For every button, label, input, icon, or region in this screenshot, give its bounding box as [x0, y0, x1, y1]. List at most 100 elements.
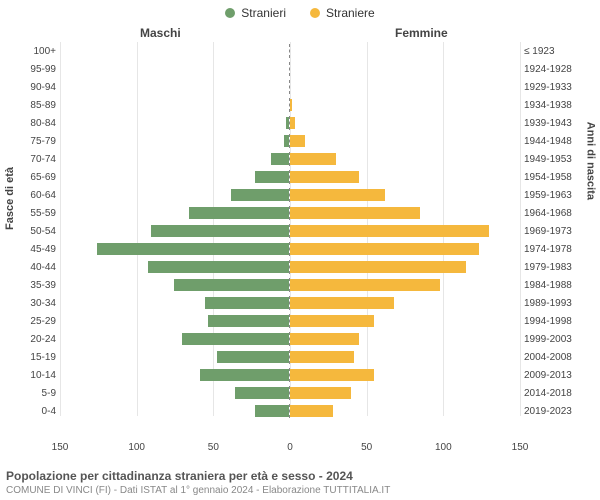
female-bar: [290, 387, 351, 399]
female-bar: [290, 315, 374, 327]
female-side: [290, 404, 520, 418]
female-bar: [290, 405, 333, 417]
birth-label: 1999-2003: [520, 334, 592, 345]
chart-footer: Popolazione per cittadinanza straniera p…: [6, 469, 390, 496]
female-side: [290, 386, 520, 400]
male-bar: [208, 315, 289, 327]
age-label: 65-69: [0, 172, 60, 183]
male-bar: [286, 117, 289, 129]
male-bar: [284, 135, 289, 147]
birth-label: 1954-1958: [520, 172, 592, 183]
female-side: [290, 170, 520, 184]
birth-label: 1994-1998: [520, 316, 592, 327]
pyramid-row: 50-54 1969-1973: [0, 222, 600, 240]
pyramid-row: 95-99 1924-1928: [0, 60, 600, 78]
pyramid-row: 35-391984-1988: [0, 276, 600, 294]
x-tick: 100: [435, 442, 452, 453]
female-side: [290, 278, 520, 292]
birth-label: 1984-1988: [520, 280, 592, 291]
female-bar: [290, 279, 440, 291]
female-side: [290, 260, 520, 274]
male-bar: [205, 297, 289, 309]
age-label: 45-49: [0, 244, 60, 255]
x-tick: 50: [361, 442, 372, 453]
pyramid-row: 65-69 1954-1958: [0, 168, 600, 186]
male-bar: [235, 387, 289, 399]
age-label: 95-99: [0, 64, 60, 75]
male-bar: [151, 225, 289, 237]
pyramid-row: 85-891934-1938: [0, 96, 600, 114]
pyramid-row: 0-4 2019-2023: [0, 402, 600, 420]
age-label: 10-14: [0, 370, 60, 381]
pyramid-row: 70-741949-1953: [0, 150, 600, 168]
footer-title: Popolazione per cittadinanza straniera p…: [6, 469, 390, 483]
female-side: [290, 350, 520, 364]
female-side: [290, 152, 520, 166]
female-bar: [290, 189, 385, 201]
birth-label: 1969-1973: [520, 226, 592, 237]
col-male: Maschi: [140, 26, 181, 40]
male-bar: [189, 207, 289, 219]
male-bar: [255, 405, 289, 417]
male-side: [60, 224, 290, 238]
female-side: [290, 296, 520, 310]
male-bar: [255, 171, 289, 183]
legend-male: Stranieri: [225, 6, 286, 20]
legend-female-label: Straniere: [326, 6, 375, 20]
x-tick: 0: [287, 442, 293, 453]
female-side: [290, 314, 520, 328]
male-side: [60, 188, 290, 202]
birth-label: 2019-2023: [520, 406, 592, 417]
male-side: [60, 386, 290, 400]
birth-label: 1949-1953: [520, 154, 592, 165]
legend: Stranieri Straniere: [0, 0, 600, 20]
male-bar: [97, 243, 289, 255]
female-bar: [290, 99, 292, 111]
male-side: [60, 404, 290, 418]
birth-label: 2009-2013: [520, 370, 592, 381]
male-bar: [200, 369, 289, 381]
female-bar: [290, 225, 489, 237]
age-label: 40-44: [0, 262, 60, 273]
female-bar: [290, 351, 354, 363]
male-side: [60, 260, 290, 274]
birth-label: 1944-1948: [520, 136, 592, 147]
female-side: [290, 224, 520, 238]
male-bar: [217, 351, 289, 363]
birth-label: 1979-1983: [520, 262, 592, 273]
male-side: [60, 152, 290, 166]
age-label: 25-29: [0, 316, 60, 327]
male-side: [60, 44, 290, 58]
female-side: [290, 62, 520, 76]
female-side: [290, 80, 520, 94]
pyramid-row: 30-341989-1993: [0, 294, 600, 312]
birth-label: 2004-2008: [520, 352, 592, 363]
pyramid-row: 100+≤ 1923: [0, 42, 600, 60]
pyramid-row: 60-641959-1963: [0, 186, 600, 204]
age-label: 30-34: [0, 298, 60, 309]
male-bar: [148, 261, 289, 273]
female-side: [290, 134, 520, 148]
pyramid-row: 20-24 1999-2003: [0, 330, 600, 348]
age-label: 90-94: [0, 82, 60, 93]
male-side: [60, 242, 290, 256]
legend-male-label: Stranieri: [241, 6, 286, 20]
male-bar: [174, 279, 289, 291]
age-label: 15-19: [0, 352, 60, 363]
male-bar: [182, 333, 289, 345]
birth-label: 1924-1928: [520, 64, 592, 75]
female-side: [290, 206, 520, 220]
female-side: [290, 116, 520, 130]
pyramid-row: 90-941929-1933: [0, 78, 600, 96]
male-side: [60, 278, 290, 292]
age-label: 0-4: [0, 406, 60, 417]
female-bar: [290, 297, 394, 309]
birth-label: 1959-1963: [520, 190, 592, 201]
male-side: [60, 350, 290, 364]
age-label: 20-24: [0, 334, 60, 345]
pyramid-chart: 100+≤ 1923 95-99 1924-1928 90-941929-193385…: [0, 42, 600, 440]
age-label: 50-54: [0, 226, 60, 237]
female-side: [290, 98, 520, 112]
female-bar: [290, 243, 479, 255]
x-axis: 15010050050100150: [0, 442, 600, 456]
